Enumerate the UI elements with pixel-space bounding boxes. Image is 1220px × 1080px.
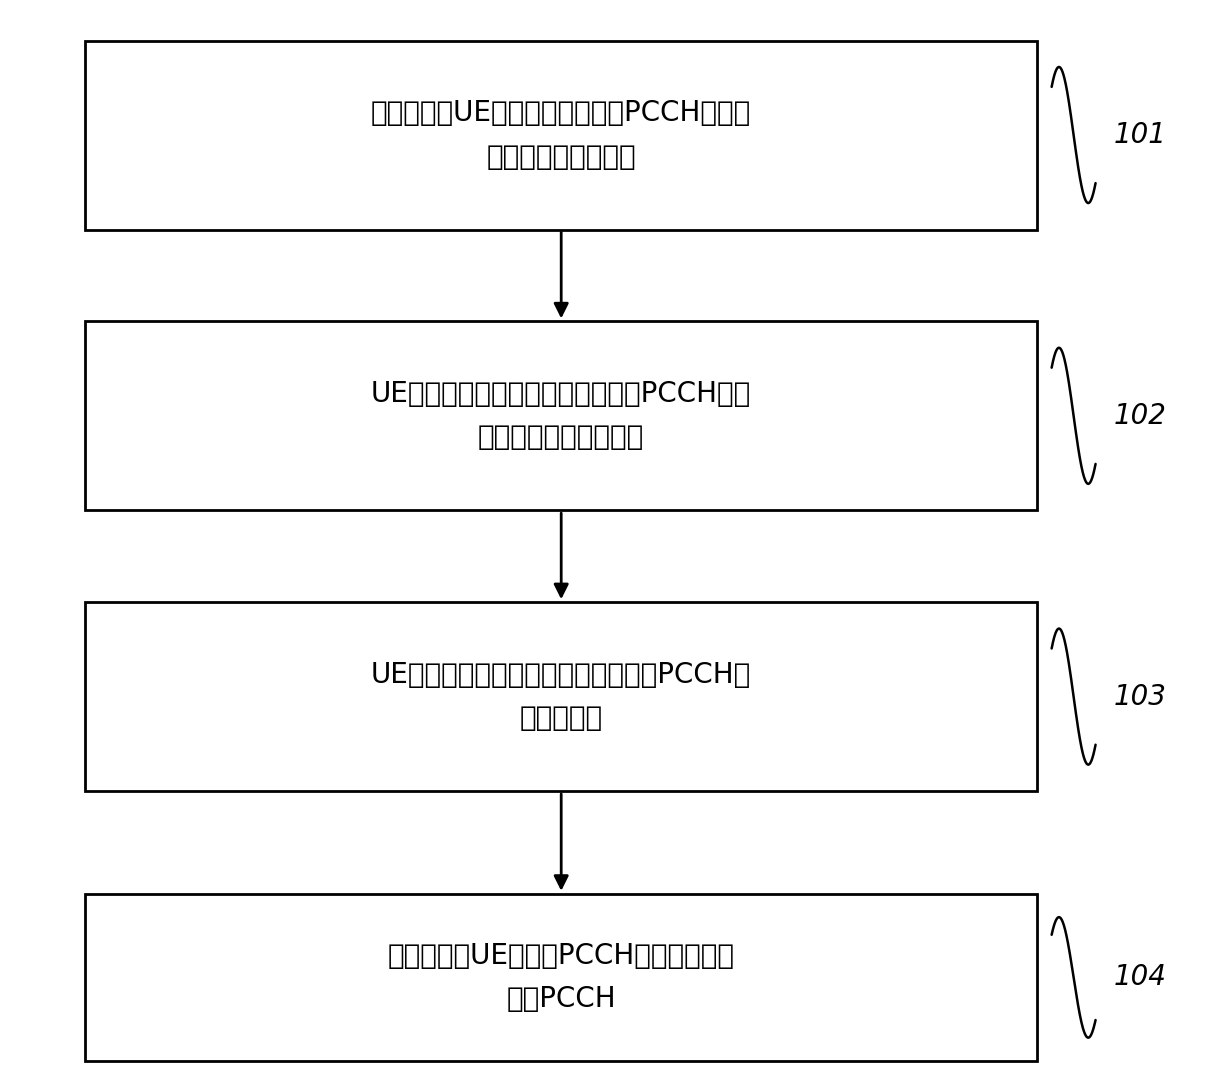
Bar xyxy=(85,894,1037,1061)
Text: 网络侧根据UE上报的PCCH寻呼失败信息
优化PCCH: 网络侧根据UE上报的PCCH寻呼失败信息 优化PCCH xyxy=(388,942,734,1013)
Text: 102: 102 xyxy=(1114,402,1166,430)
Text: UE根据网络侧的指示，记录在接收PCCH寻呼
消息失败时的相关信息: UE根据网络侧的指示，记录在接收PCCH寻呼 消息失败时的相关信息 xyxy=(371,380,752,451)
Text: 103: 103 xyxy=(1114,683,1166,711)
Text: 104: 104 xyxy=(1114,963,1166,991)
Text: UE根据网络侧的指示，上报所记录的PCCH寻
呼失败信息: UE根据网络侧的指示，上报所记录的PCCH寻 呼失败信息 xyxy=(371,661,752,732)
Bar xyxy=(85,40,1037,230)
Text: 101: 101 xyxy=(1114,121,1166,149)
Text: 网络侧指示UE记录并上报在接收PCCH寻呼消
息失败时的相关信息: 网络侧指示UE记录并上报在接收PCCH寻呼消 息失败时的相关信息 xyxy=(371,99,752,171)
Bar xyxy=(85,322,1037,511)
Bar xyxy=(85,603,1037,791)
